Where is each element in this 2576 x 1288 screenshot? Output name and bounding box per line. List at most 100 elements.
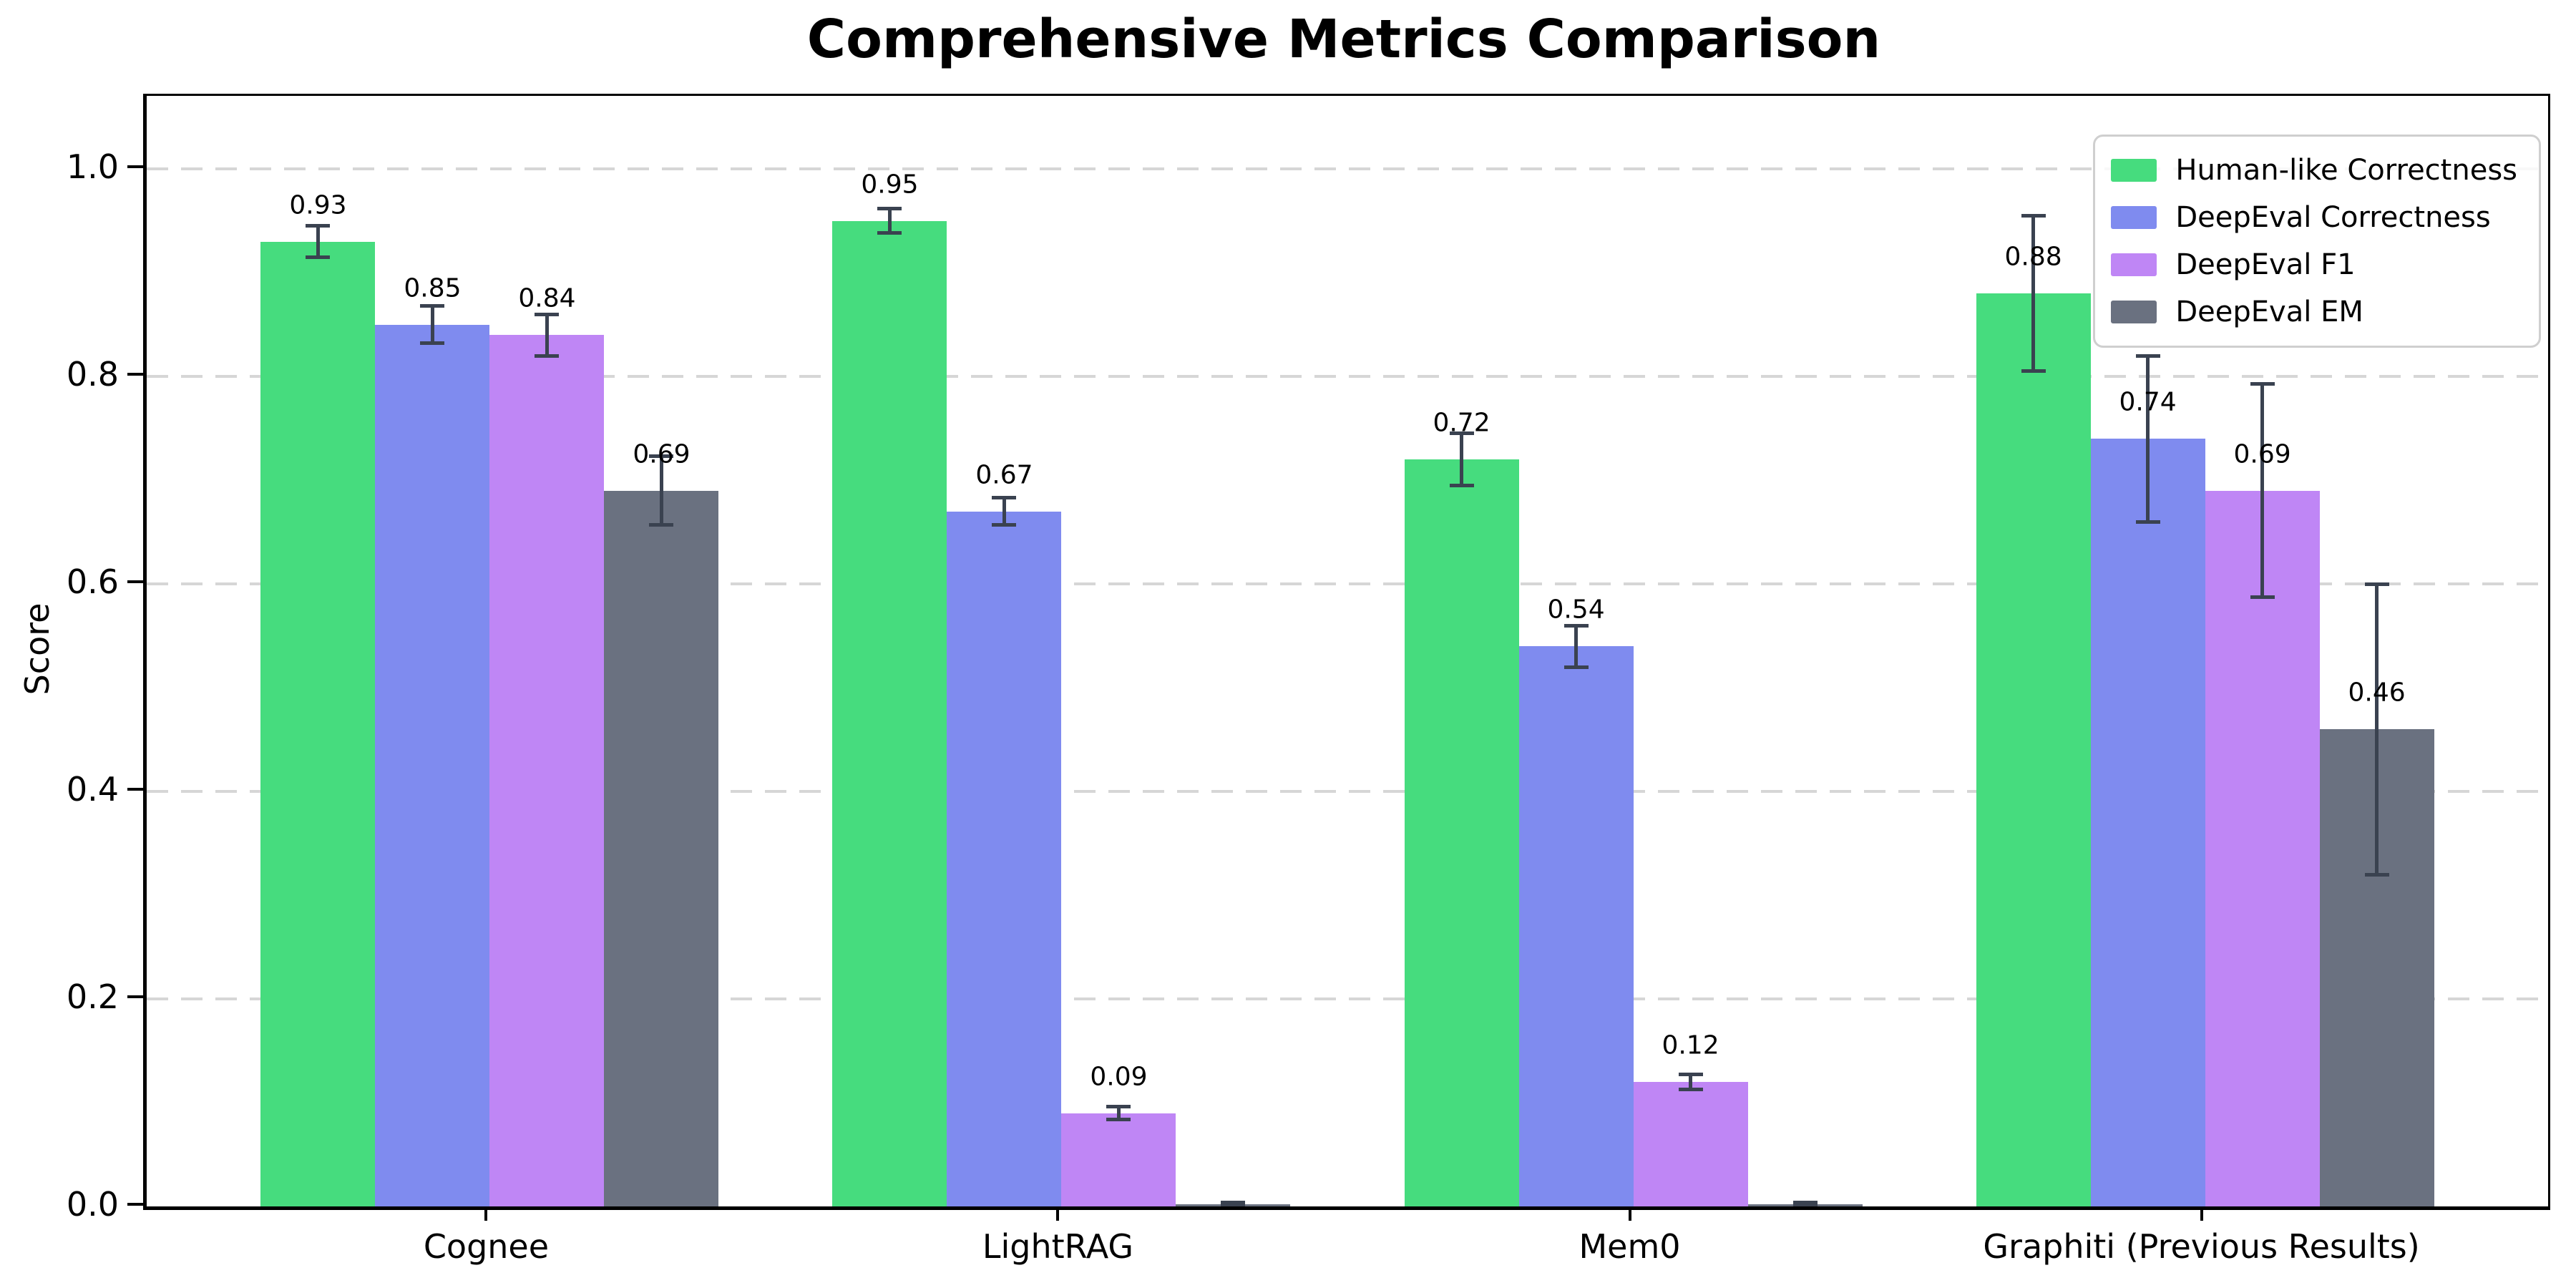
legend-label: DeepEval Correctness [2175,201,2491,234]
y-tick-label: 0.2 [66,977,119,1016]
legend-label: DeepEval EM [2175,296,2363,328]
legend-item: DeepEval EM [2111,288,2517,336]
bar-value-label: 0.09 [1090,1062,1148,1092]
y-tick [127,165,143,168]
y-axis-label: Score [18,602,57,696]
legend-swatch [2111,301,2157,323]
bar [604,490,719,1206]
bar [260,241,376,1206]
legend: Human-like Correctness DeepEval Correctne… [2093,135,2541,348]
x-tick-label: LightRAG [982,1227,1134,1266]
bar-value-label: 0.69 [2233,439,2291,469]
grid-line [147,167,2548,170]
error-bar [316,225,320,258]
x-tick-label: Graphiti (Previous Results) [1983,1227,2420,1266]
error-bar-cap-bottom [1678,1087,1703,1091]
error-bar-cap-top [306,224,331,228]
error-bar-cap-top [1678,1073,1703,1077]
legend-label: DeepEval F1 [2175,248,2356,281]
legend-swatch [2111,206,2157,229]
error-bar [545,314,549,356]
bar [1404,459,1519,1206]
error-bar-cap-bottom [306,255,331,259]
error-bar-cap-bottom [420,341,445,346]
error-bar-cap-top [1563,623,1589,628]
error-bar-cap-top [1449,431,1474,436]
y-tick [127,1203,143,1206]
legend-item: DeepEval F1 [2111,241,2517,288]
error-bar-cap-top [2250,381,2275,386]
error-bar [1116,1106,1121,1120]
error-bar-cap-bottom [992,522,1017,527]
error-bar-cap-bottom [535,353,560,358]
error-bar-cap-bottom [2364,872,2389,877]
bar-value-label: 0.67 [975,460,1033,490]
error-bar-cap-bottom [2021,369,2046,374]
bar-value-label: 0.54 [1547,595,1605,625]
bar [2090,439,2205,1206]
grid-line [147,997,2548,1000]
x-tick [1056,1208,1060,1221]
error-bar-cap-bottom [877,231,902,235]
x-tick [2200,1208,2203,1221]
error-bar-cap-top [992,496,1017,500]
error-bar-cap-top [649,454,674,459]
error-bar-cap-bottom [1106,1117,1131,1121]
bar [1518,646,1634,1206]
bar [832,220,947,1206]
error-bar [2031,215,2036,371]
error-bar-cap-top [1221,1200,1246,1204]
y-tick-label: 1.0 [66,147,119,186]
error-bar-cap-bottom [1563,665,1589,669]
x-tick-label: Cognee [423,1227,550,1266]
y-tick [127,788,143,791]
bar [375,324,490,1206]
legend-swatch [2111,253,2157,276]
error-bar [2375,584,2379,874]
error-bar-cap-bottom [2250,595,2275,600]
error-bar-cap-top [2364,582,2389,586]
y-tick [127,373,143,376]
error-bar-cap-top [1106,1105,1131,1109]
x-tick [484,1208,488,1221]
bar-value-label: 0.95 [861,170,919,200]
legend-swatch [2111,159,2157,182]
bar-value-label: 0.84 [518,283,576,313]
error-bar-cap-bottom [1792,1203,1818,1206]
error-bar [1460,433,1464,486]
bar-value-label: 0.93 [289,190,347,220]
y-tick-label: 0.4 [66,770,119,809]
chart-title: Comprehensive Metrics Comparison [806,9,1881,70]
error-bar-cap-bottom [1221,1203,1246,1206]
bar-value-label: 0.85 [404,273,462,303]
bar-value-label: 0.46 [2348,678,2406,708]
bar [1633,1082,1748,1206]
error-bar-cap-bottom [1449,483,1474,487]
error-bar-cap-bottom [649,522,674,527]
grid-line [147,375,2548,378]
bar [489,335,605,1206]
error-bar-cap-top [1792,1200,1818,1204]
bar-value-label: 0.12 [1662,1030,1719,1060]
bar-value-label: 0.72 [1433,408,1491,438]
grid-line [147,582,2548,585]
legend-item: DeepEval Correctness [2111,194,2517,241]
error-bar [1002,497,1006,525]
y-tick-label: 0.0 [66,1185,119,1224]
bar [1061,1113,1176,1206]
error-bar [2260,384,2265,597]
error-bar-cap-top [420,303,445,308]
error-bar [430,306,434,343]
error-bar [1689,1074,1693,1090]
error-bar [887,208,892,233]
error-bar-cap-top [2135,353,2160,358]
y-tick [127,580,143,583]
y-tick-label: 0.8 [66,355,119,394]
legend-item: Human-like Correctness [2111,147,2517,194]
bar [2205,490,2320,1206]
error-bar-cap-top [2021,213,2046,218]
error-bar-cap-top [535,312,560,316]
error-bar-cap-bottom [2135,519,2160,524]
legend-label: Human-like Correctness [2175,154,2517,187]
